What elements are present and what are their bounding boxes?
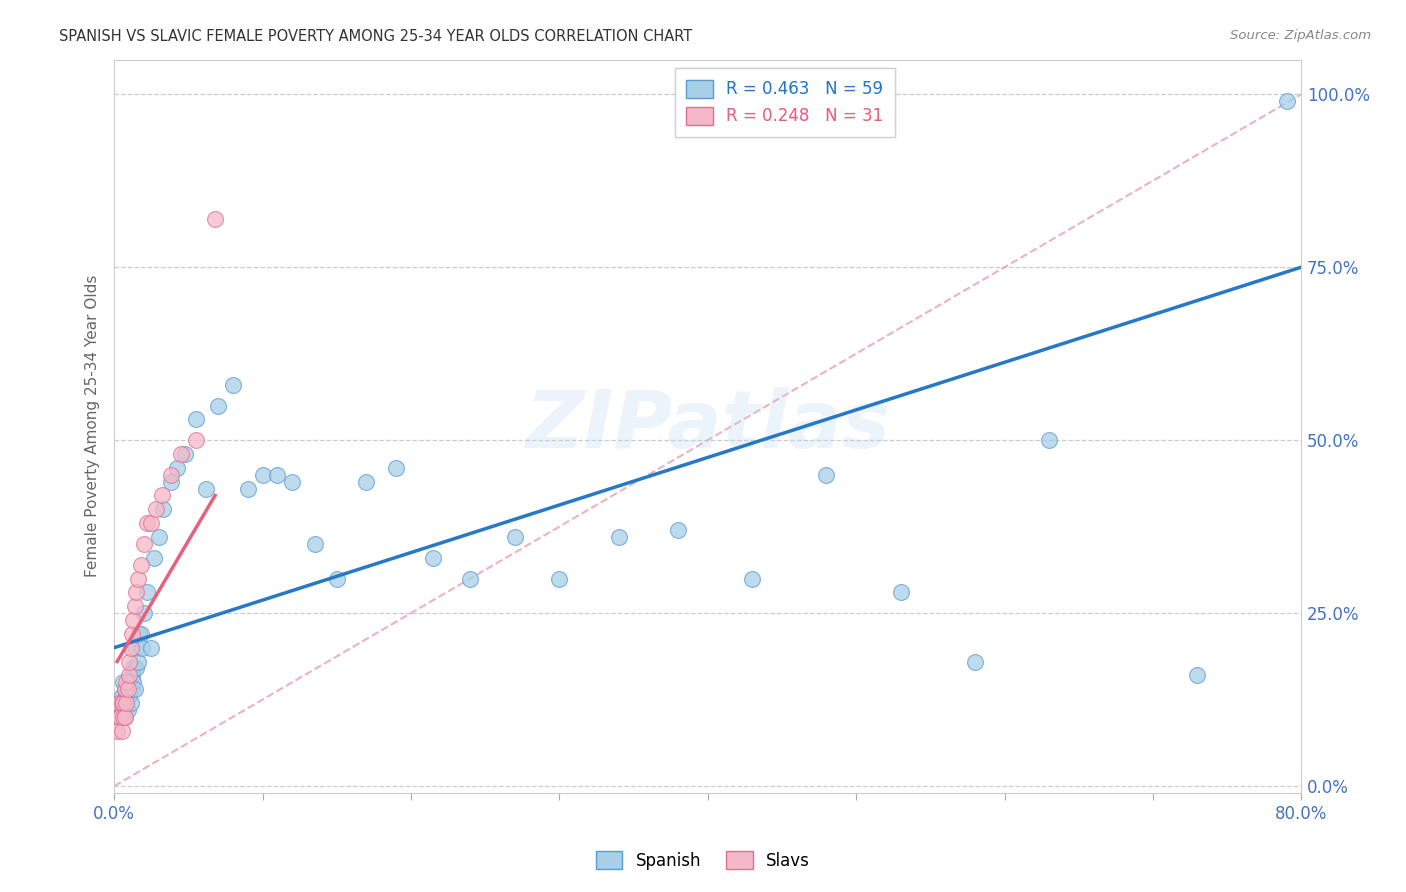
Point [281, 475, 304, 489]
Point [114, 682, 136, 697]
Point [132, 606, 155, 620]
Point [118, 668, 141, 682]
Point [121, 668, 143, 682]
Point [118, 655, 141, 669]
Point [117, 682, 139, 697]
Point [122, 661, 145, 675]
Point [129, 558, 152, 572]
Point [117, 703, 139, 717]
Point [110, 689, 132, 703]
Point [112, 703, 135, 717]
Point [122, 613, 145, 627]
Point [127, 572, 149, 586]
Point [125, 585, 148, 599]
Point [105, 723, 128, 738]
Legend: Spanish, Slavs: Spanish, Slavs [589, 845, 817, 877]
Point [127, 655, 149, 669]
Point [890, 585, 912, 599]
Point [120, 640, 142, 655]
Point [115, 696, 138, 710]
Point [460, 572, 482, 586]
Point [385, 460, 408, 475]
Legend: R = 0.463   N = 59, R = 0.248   N = 31: R = 0.463 N = 59, R = 0.248 N = 31 [675, 68, 896, 137]
Point [108, 710, 131, 724]
Point [548, 572, 571, 586]
Point [204, 211, 226, 226]
Point [125, 661, 148, 675]
Point [131, 640, 153, 655]
Point [166, 460, 188, 475]
Point [222, 377, 245, 392]
Point [150, 488, 173, 502]
Point [128, 627, 150, 641]
Point [107, 696, 129, 710]
Point [195, 482, 218, 496]
Y-axis label: Female Poverty Among 25-34 Year Olds: Female Poverty Among 25-34 Year Olds [86, 275, 100, 577]
Point [963, 655, 986, 669]
Point [135, 585, 157, 599]
Point [304, 537, 326, 551]
Point [1187, 668, 1209, 682]
Point [118, 689, 141, 703]
Point [422, 550, 444, 565]
Point [129, 627, 152, 641]
Point [132, 537, 155, 551]
Point [184, 412, 207, 426]
Point [815, 467, 838, 482]
Point [145, 502, 167, 516]
Point [121, 627, 143, 641]
Point [741, 572, 763, 586]
Point [207, 399, 229, 413]
Point [124, 599, 146, 614]
Point [115, 689, 138, 703]
Point [266, 467, 288, 482]
Point [143, 550, 166, 565]
Point [1038, 433, 1060, 447]
Point [236, 482, 259, 496]
Point [170, 447, 193, 461]
Point [159, 467, 181, 482]
Point [252, 467, 274, 482]
Point [118, 675, 141, 690]
Point [114, 682, 136, 697]
Point [110, 696, 132, 710]
Point [159, 475, 181, 489]
Point [112, 710, 135, 724]
Point [174, 447, 197, 461]
Point [148, 530, 170, 544]
Point [114, 710, 136, 724]
Point [114, 710, 136, 724]
Point [117, 682, 139, 697]
Text: Source: ZipAtlas.com: Source: ZipAtlas.com [1230, 29, 1371, 42]
Point [135, 516, 157, 530]
Point [326, 572, 349, 586]
Point [184, 433, 207, 447]
Point [124, 682, 146, 697]
Text: ZIPatlas: ZIPatlas [526, 387, 890, 466]
Point [1275, 94, 1298, 108]
Point [607, 530, 630, 544]
Point [666, 523, 689, 537]
Point [112, 675, 135, 690]
Point [120, 696, 142, 710]
Point [152, 502, 174, 516]
Text: SPANISH VS SLAVIC FEMALE POVERTY AMONG 25-34 YEAR OLDS CORRELATION CHART: SPANISH VS SLAVIC FEMALE POVERTY AMONG 2… [59, 29, 692, 44]
Point [503, 530, 526, 544]
Point [121, 682, 143, 697]
Point [115, 675, 138, 690]
Point [125, 640, 148, 655]
Point [112, 696, 135, 710]
Point [122, 675, 145, 690]
Point [108, 710, 131, 724]
Point [141, 516, 163, 530]
Point [107, 696, 129, 710]
Point [115, 696, 138, 710]
Point [107, 710, 129, 724]
Point [110, 723, 132, 738]
Point [356, 475, 378, 489]
Point [141, 640, 163, 655]
